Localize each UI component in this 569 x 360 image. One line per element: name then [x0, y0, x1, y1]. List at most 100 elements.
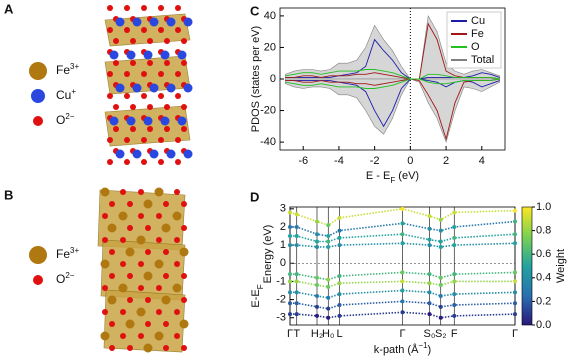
band-point: [513, 219, 517, 224]
atom: [149, 17, 159, 27]
ion-label: O2−: [56, 112, 75, 128]
atom: [158, 137, 164, 143]
atom: [181, 104, 187, 110]
atom: [141, 137, 147, 143]
structure-b: [97, 187, 189, 353]
x-tick-label: -2: [370, 155, 380, 167]
legend-label: Cu: [471, 15, 485, 27]
atom: [164, 60, 170, 66]
atom: [136, 235, 146, 245]
band-point: [288, 279, 292, 284]
y-tick-label: -40: [260, 136, 276, 148]
band-point: [288, 301, 292, 306]
colorbar-tick-label: 0.0: [536, 319, 551, 331]
atom: [109, 345, 115, 351]
x-axis-label-part: k-path (Å: [374, 343, 419, 356]
band-point: [427, 272, 432, 277]
atom: [107, 27, 113, 33]
band-point: [400, 299, 405, 304]
x-tick-label: Γ: [512, 328, 518, 340]
x-tick-label: H₂: [311, 328, 323, 340]
atom: [130, 60, 136, 66]
band-point: [294, 312, 299, 317]
band-point: [427, 243, 432, 248]
atom: [156, 285, 162, 291]
atom: [156, 237, 162, 243]
atom: [160, 50, 170, 60]
atom: [145, 321, 151, 327]
atom: [158, 27, 164, 33]
band-point: [337, 215, 342, 220]
atom: [183, 149, 193, 159]
band-point: [452, 224, 457, 229]
x-axis-label-part: ): [428, 344, 432, 356]
legend-label: O: [471, 41, 480, 53]
band-point: [326, 239, 331, 244]
atom: [156, 213, 162, 219]
band-point: [427, 290, 432, 295]
atom: [175, 159, 181, 165]
band-line: [290, 289, 516, 299]
band-point: [513, 301, 517, 306]
ion-swatch: [29, 62, 47, 80]
band-point: [452, 210, 457, 215]
x-tick-label: 4: [479, 155, 485, 167]
atom: [136, 307, 146, 317]
line: [285, 78, 500, 141]
atom: [113, 104, 119, 110]
atom: [132, 149, 142, 159]
atom: [132, 17, 142, 27]
atom: [158, 71, 164, 77]
atom: [100, 331, 110, 341]
atom: [132, 83, 142, 93]
atom: [163, 273, 169, 279]
legend-box: [446, 11, 502, 69]
x-tick-label: S₂: [435, 328, 447, 340]
atom: [143, 50, 153, 60]
atom: [166, 17, 176, 27]
y-tick-label: 40: [264, 10, 276, 22]
atom: [127, 225, 133, 231]
atom: [175, 93, 181, 99]
atom: [109, 321, 115, 327]
atom: [107, 5, 113, 11]
atom: [109, 273, 115, 279]
atom: [124, 27, 130, 33]
atom: [120, 309, 126, 315]
legend-label: Fe: [471, 28, 484, 40]
atom: [166, 83, 176, 93]
atom: [100, 187, 110, 197]
atom: [147, 104, 153, 110]
panel-label: D: [250, 189, 259, 204]
atom: [100, 259, 110, 269]
band-point: [326, 315, 331, 320]
ion-swatch: [33, 116, 43, 126]
atom: [141, 159, 147, 165]
x-tick-label: H₀: [322, 328, 335, 340]
atom: [126, 116, 136, 126]
ion-swatch: [33, 275, 43, 285]
band-point: [294, 224, 299, 229]
atom: [138, 213, 144, 219]
band-point: [427, 312, 432, 317]
band-point: [400, 288, 405, 293]
atom: [143, 199, 153, 209]
band-line: [290, 233, 516, 243]
ion-label-part: Fe: [56, 247, 70, 261]
band-point: [513, 290, 517, 295]
atom: [124, 159, 130, 165]
band-point: [452, 235, 457, 240]
atom: [124, 5, 130, 11]
atom: [181, 345, 187, 351]
atom: [172, 211, 182, 221]
atom: [130, 38, 136, 44]
band-line: [290, 300, 516, 310]
atom: [158, 5, 164, 11]
x-tick-label: 2: [443, 155, 449, 167]
atom: [127, 345, 133, 351]
band-point: [427, 214, 432, 219]
band-point: [315, 283, 319, 288]
atom: [109, 201, 115, 207]
band-point: [288, 290, 292, 295]
